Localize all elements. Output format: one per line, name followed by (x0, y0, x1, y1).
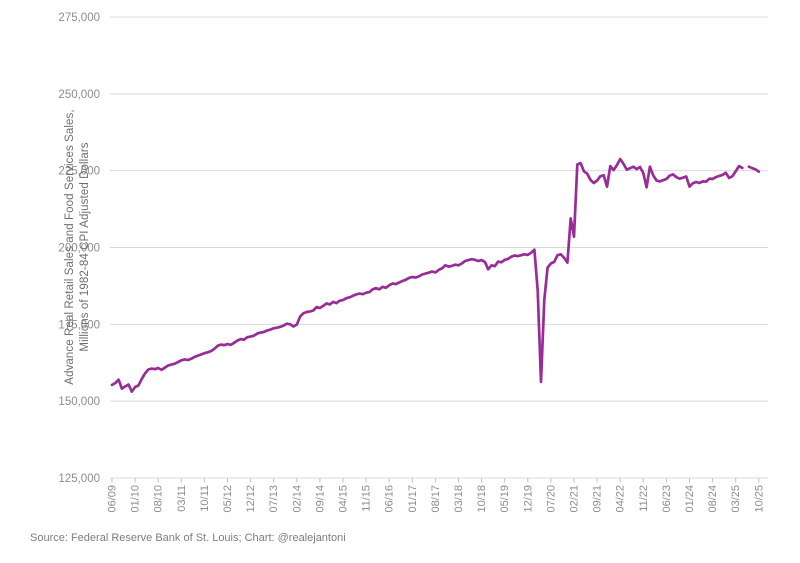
sales-series-line (110, 157, 744, 393)
x-tick-label: 04/22 (615, 485, 627, 513)
x-tick-label: 06/23 (661, 485, 673, 513)
y-axis-title-line1: Advance Real Retail Sales and Food Servi… (64, 109, 76, 384)
x-tick-label: 01/10 (130, 485, 142, 513)
y-tick-label: 175,000 (58, 319, 100, 331)
x-tick-label: 08/10 (153, 485, 165, 513)
x-tick-label: 01/24 (684, 485, 696, 513)
y-tick-label: 250,000 (58, 89, 100, 101)
x-tick-label: 05/19 (499, 485, 511, 513)
x-tick-label: 02/14 (291, 485, 303, 513)
x-tick-label: 03/25 (730, 485, 742, 513)
x-tick-label: 09/14 (314, 485, 326, 513)
x-tick-label: 10/11 (199, 485, 211, 512)
y-tick-label: 275,000 (58, 12, 100, 24)
source-note: Source: Federal Reserve Bank of St. Loui… (30, 532, 346, 544)
y-tick-label: 200,000 (58, 243, 100, 255)
x-tick-label: 06/16 (384, 485, 396, 513)
x-tick-label: 12/12 (245, 485, 257, 513)
x-tick-label: 12/19 (522, 485, 534, 513)
x-tick-label: 01/17 (407, 485, 419, 513)
data-series (110, 157, 761, 393)
x-tick-label: 05/12 (222, 485, 234, 513)
x-tick-label: 10/25 (753, 485, 765, 513)
x-tick-label: 03/18 (453, 485, 465, 513)
y-axis-title-line2: Millions of 1982-84 CPI Adjusted Dollars (79, 142, 91, 351)
x-tick-label: 08/17 (430, 485, 442, 513)
x-tick-label: 11/15 (361, 485, 373, 512)
sales-series-line (747, 165, 761, 173)
x-tick-label: 11/22 (638, 485, 650, 512)
y-tick-label: 125,000 (58, 473, 100, 485)
x-tick-label: 08/24 (707, 485, 719, 513)
x-tick-label: 07/13 (268, 485, 280, 513)
x-tick-label: 06/09 (107, 485, 119, 513)
y-tick-label: 225,000 (58, 166, 100, 178)
x-tick-label: 09/21 (592, 485, 604, 513)
x-tick-label: 03/11 (176, 485, 188, 512)
axis-labels: 275,000 250,000 225,000 200,000 175,000 150,0… (58, 12, 765, 513)
y-tick-label: 150,000 (58, 396, 100, 408)
x-tick-label: 07/20 (545, 485, 557, 513)
x-tick-label: 10/18 (476, 485, 488, 513)
gridlines (110, 16, 768, 479)
x-tick-label: 02/21 (569, 485, 581, 513)
x-tick-label: 04/15 (338, 485, 350, 513)
